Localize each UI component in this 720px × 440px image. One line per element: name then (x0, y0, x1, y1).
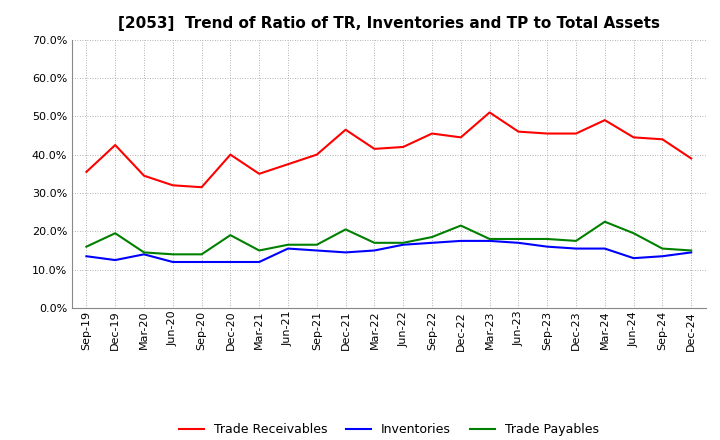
Trade Receivables (658, 137, 667, 142)
Inventories (82, 253, 91, 259)
Trade Payables (687, 248, 696, 253)
Line: Inventories: Inventories (86, 241, 691, 262)
Trade Receivables (629, 135, 638, 140)
Trade Payables (140, 250, 148, 255)
Title: [2053]  Trend of Ratio of TR, Inventories and TP to Total Assets: [2053] Trend of Ratio of TR, Inventories… (118, 16, 660, 32)
Trade Payables (485, 236, 494, 242)
Line: Trade Payables: Trade Payables (86, 222, 691, 254)
Trade Payables (543, 236, 552, 242)
Inventories (428, 240, 436, 246)
Trade Receivables (341, 127, 350, 132)
Trade Payables (658, 246, 667, 251)
Trade Receivables (514, 129, 523, 134)
Trade Payables (82, 244, 91, 249)
Trade Payables (600, 219, 609, 224)
Trade Receivables (82, 169, 91, 175)
Trade Payables (255, 248, 264, 253)
Trade Receivables (428, 131, 436, 136)
Inventories (485, 238, 494, 244)
Trade Receivables (687, 156, 696, 161)
Inventories (341, 250, 350, 255)
Inventories (629, 256, 638, 261)
Trade Receivables (111, 143, 120, 148)
Trade Payables (111, 231, 120, 236)
Inventories (514, 240, 523, 246)
Inventories (658, 253, 667, 259)
Inventories (370, 248, 379, 253)
Trade Receivables (456, 135, 465, 140)
Inventories (140, 252, 148, 257)
Inventories (168, 259, 177, 264)
Trade Payables (168, 252, 177, 257)
Trade Payables (197, 252, 206, 257)
Line: Trade Receivables: Trade Receivables (86, 113, 691, 187)
Inventories (226, 259, 235, 264)
Inventories (456, 238, 465, 244)
Inventories (572, 246, 580, 251)
Trade Receivables (312, 152, 321, 157)
Trade Payables (370, 240, 379, 246)
Inventories (312, 248, 321, 253)
Trade Payables (629, 231, 638, 236)
Trade Payables (399, 240, 408, 246)
Inventories (284, 246, 292, 251)
Trade Receivables (140, 173, 148, 178)
Trade Payables (428, 235, 436, 240)
Trade Receivables (370, 146, 379, 151)
Inventories (543, 244, 552, 249)
Trade Payables (456, 223, 465, 228)
Inventories (687, 250, 696, 255)
Inventories (600, 246, 609, 251)
Trade Receivables (485, 110, 494, 115)
Trade Receivables (168, 183, 177, 188)
Inventories (111, 257, 120, 263)
Inventories (255, 259, 264, 264)
Trade Receivables (197, 185, 206, 190)
Legend: Trade Receivables, Inventories, Trade Payables: Trade Receivables, Inventories, Trade Pa… (174, 418, 604, 440)
Trade Payables (341, 227, 350, 232)
Trade Receivables (399, 144, 408, 150)
Trade Payables (284, 242, 292, 247)
Inventories (399, 242, 408, 247)
Trade Receivables (543, 131, 552, 136)
Trade Receivables (284, 161, 292, 167)
Trade Payables (572, 238, 580, 244)
Inventories (197, 259, 206, 264)
Trade Receivables (572, 131, 580, 136)
Trade Payables (226, 232, 235, 238)
Trade Receivables (600, 117, 609, 123)
Trade Payables (514, 236, 523, 242)
Trade Receivables (255, 171, 264, 176)
Trade Payables (312, 242, 321, 247)
Trade Receivables (226, 152, 235, 157)
